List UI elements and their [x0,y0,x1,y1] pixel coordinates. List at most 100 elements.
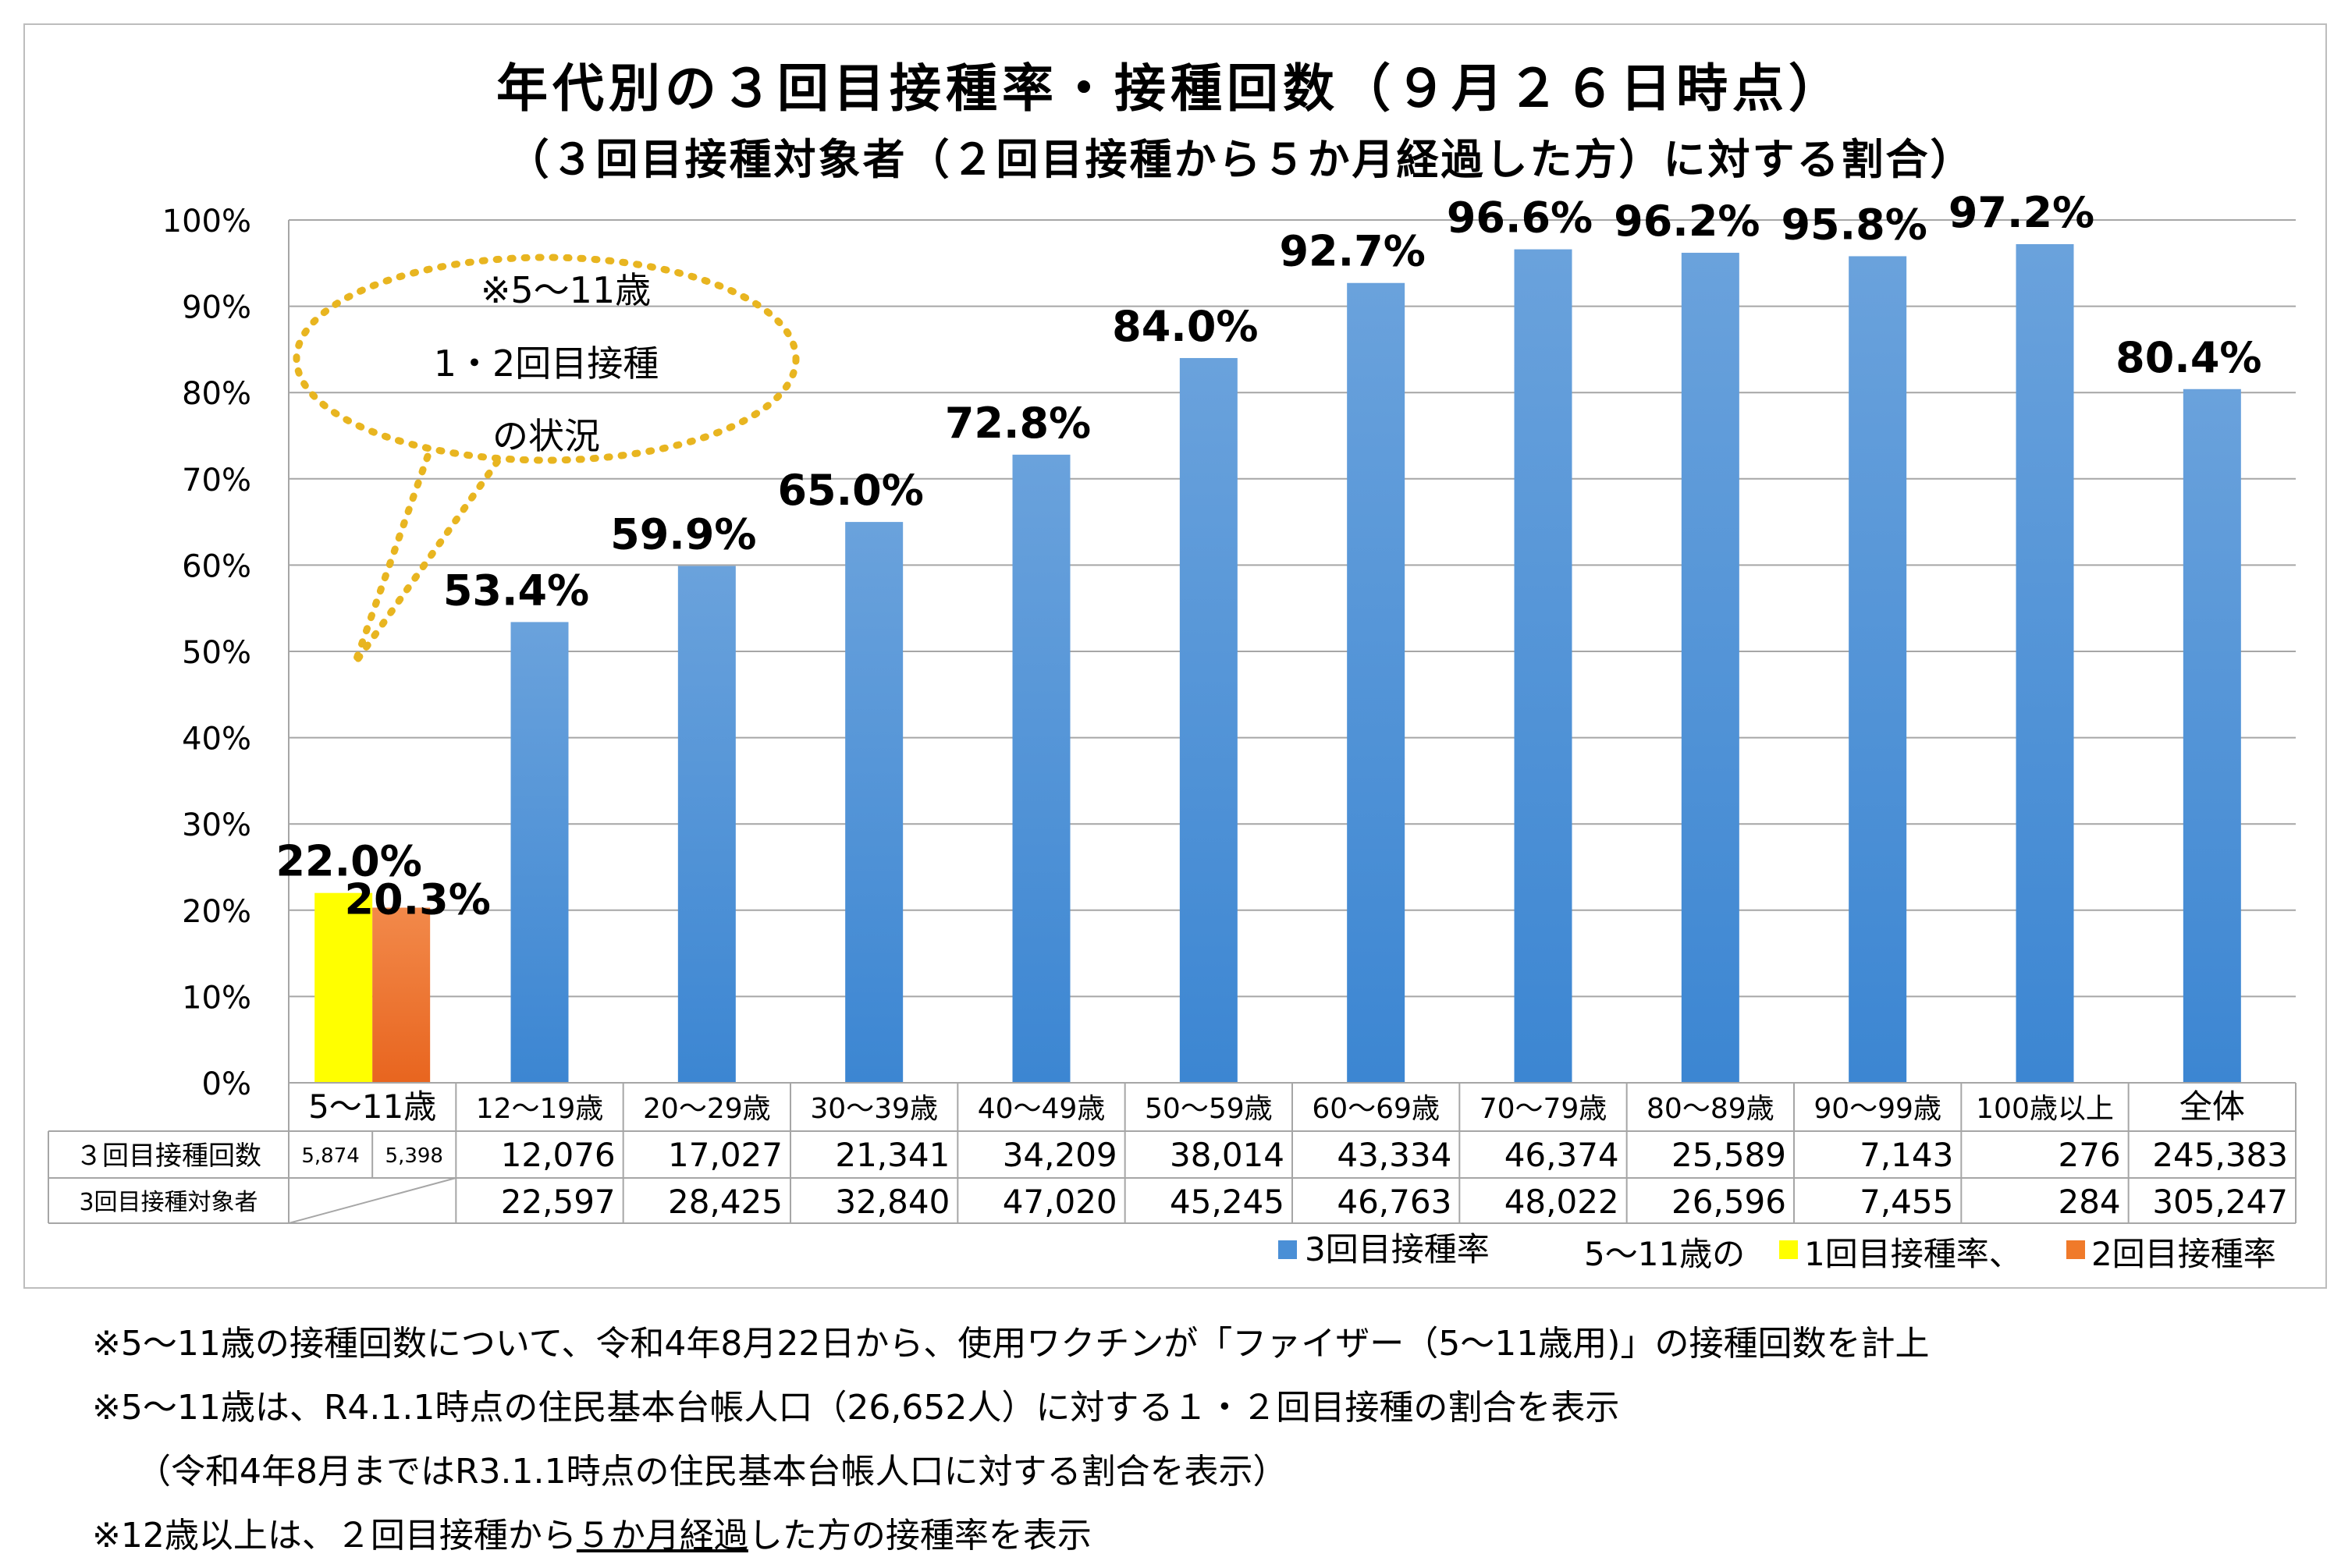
y-tick-label: 40% [182,722,251,757]
category-label: 60～69歳 [1312,1093,1440,1125]
note-4-part-a: ※12歳以上は、２回目接種から [92,1516,577,1556]
data-label: 22.0% [275,837,421,886]
bar-dose3 [1179,357,1238,1084]
category-label: 40～49歳 [978,1093,1106,1125]
bar-dose3 [1012,454,1071,1083]
data-label: 59.9% [610,510,756,559]
table-cell: 47,020 [1003,1183,1117,1221]
data-label: 20.3% [344,874,490,924]
table-cell: 28,425 [668,1183,783,1221]
category-label: 50～59歳 [1145,1093,1273,1125]
table-cell: 26,596 [1671,1183,1786,1221]
legend-label: 2回目接種率 [2091,1235,2276,1273]
category-label: 全体 [2179,1087,2245,1126]
table-cell: 7,143 [1860,1136,1953,1174]
category-label: 12～19歳 [476,1093,604,1125]
table-cell: 32,840 [835,1183,950,1221]
data-label: 92.7% [1279,227,1425,276]
bar-dose3 [1681,253,1739,1083]
bar-chart: 0%10%20%30%40%50%60%70%80%90%100% 22.0%2… [48,188,2297,1273]
legend-swatch-blue [1278,1240,1297,1259]
y-tick-label: 70% [182,463,251,498]
note-3: （令和4年8月まではR3.1.1時点の住民基本台帳人口に対する割合を表示） [137,1452,1288,1492]
bar-dose3 [1849,256,1907,1083]
bar-dose3 [1514,249,1572,1083]
table-cell: 284 [2058,1183,2120,1221]
note-4: ※12歳以上は、２回目接種から５か月経過した方の接種率を表示 [92,1507,1092,1557]
row-label: 3回目接種対象者 [79,1189,258,1216]
table-cell: 48,022 [1504,1183,1619,1221]
data-label: 97.2% [1948,188,2094,237]
category-label: 90～99歳 [1813,1093,1941,1125]
table-cell: 38,014 [1170,1136,1284,1174]
table-cell: 12,076 [501,1136,616,1174]
y-axis: 0% 10% 20% 30% 40% 50% 60% 70% 80% 90% 100% [162,204,290,1102]
table-cell: 22,597 [501,1183,616,1221]
table-cell: 46,374 [1504,1136,1619,1174]
bar-dose3 [845,522,904,1083]
y-tick-label: 30% [182,807,251,843]
row-label: ３回目接種回数 [76,1141,261,1172]
note-2: ※5～11歳は、R4.1.1時点の住民基本台帳人口（26,652人）に対する１・… [92,1388,1620,1428]
table-cell: 43,334 [1337,1136,1451,1174]
data-label: 84.0% [1112,302,1258,351]
table-cell: 7,455 [1860,1183,1953,1221]
table-cell: 45,245 [1170,1183,1284,1221]
callout-line-2: 1・2回目接種 [434,342,659,385]
y-tick-label: 0% [202,1066,251,1102]
category-label: 30～39歳 [810,1093,938,1125]
callout-bubble: ※5～11歳 1・2回目接種 の状況 [293,254,800,665]
table-cell: 5,398 [385,1144,443,1168]
data-label: 96.2% [1614,197,1760,246]
y-tick-label: 50% [182,635,251,671]
callout-line-1: ※5～11歳 [481,269,651,311]
table-cell: 305,247 [2152,1183,2288,1221]
bar-dose1-5-11 [314,892,373,1083]
table-cell: 5,874 [301,1144,359,1168]
callout-line-3: の状況 [492,415,600,457]
category-label: 100歳以上 [1976,1093,2114,1125]
bar-dose3 [2016,243,2074,1083]
legend-label: 1回目接種率、 [1804,1235,2022,1273]
category-label: 70～79歳 [1480,1093,1607,1125]
bar-dose3 [510,622,569,1083]
category-label: 5～11歳 [308,1087,436,1126]
table-cell: 46,763 [1337,1183,1451,1221]
chart-subtitle: （３回目接種対象者（２回目接種から５か月経過した方）に対する割合） [506,135,1975,184]
note-4-part-c: した方の接種率を表示 [748,1516,1092,1556]
note-4-part-b: ５か月経過 [576,1516,748,1556]
table-cell: 245,383 [2152,1136,2288,1174]
chart-frame [23,23,2327,1289]
y-tick-label: 20% [182,894,251,930]
table-cell: 276 [2058,1136,2120,1174]
category-label: 20～29歳 [643,1093,771,1125]
data-table: 5～11歳 12～19歳 20～29歳 30～39歳 40～49歳 50～59歳 60～69… [48,1082,2297,1224]
bar-dose3 [2183,388,2241,1083]
chart-title: 年代別の３回目接種率・接種回数（９月２６日時点） [496,59,1845,119]
bar-dose2-5-11 [372,907,431,1083]
bar-dose3 [677,566,736,1083]
y-tick-label: 80% [182,376,251,412]
data-label: 95.8% [1781,200,1927,249]
legend-label: 3回目接種率 [1305,1230,1490,1268]
legend-swatch-orange [2066,1240,2085,1259]
data-label: 53.4% [443,566,589,615]
data-label: 65.0% [777,466,923,515]
category-label: 80～89歳 [1647,1093,1774,1125]
legend-swatch-yellow [1779,1240,1798,1259]
table-cell: 17,027 [668,1136,783,1174]
bar-dose3 [1347,282,1405,1083]
table-diagonal [288,1177,456,1224]
data-labels: 22.0%20.3% 53.4% 59.9% 65.0% 72.8% 84.0% 92.7%… [275,188,2261,924]
data-label: 96.6% [1447,193,1593,243]
note-1: ※5～11歳の接種回数について、令和4年8月22日から、使用ワクチンが「ファイザ… [92,1324,1930,1364]
table-cell: 34,209 [1003,1136,1117,1174]
y-tick-label: 100% [162,204,251,239]
data-label: 80.4% [2115,333,2261,382]
table-cell: 21,341 [835,1136,950,1174]
data-label: 72.8% [945,399,1091,448]
legend-label: 5～11歳の [1584,1235,1745,1273]
y-tick-label: 10% [182,980,251,1016]
legend: 3回目接種率 5～11歳の 1回目接種率、 2回目接種率 [1278,1230,2276,1273]
table-cell: 25,589 [1671,1136,1786,1174]
